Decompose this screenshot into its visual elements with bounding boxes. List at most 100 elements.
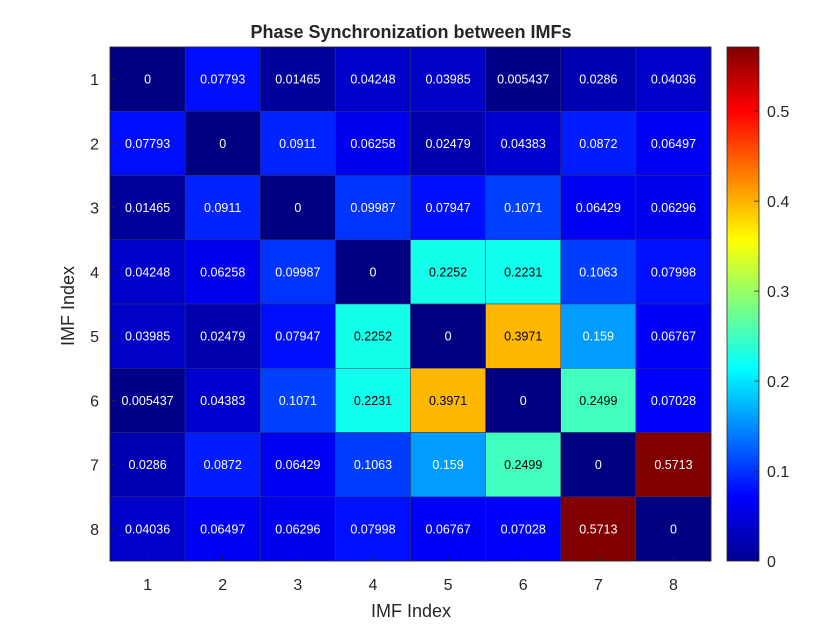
cell-value-label-r3-c4: 0.09987 [350,201,395,215]
colorbar-tick-label-1: 0.1 [767,464,789,481]
cell-value-label-r3-c6: 0.1071 [504,201,542,215]
cell-value-label-r6-c8: 0.07028 [651,394,696,408]
cell-value-label-r4-c6: 0.2231 [504,265,542,279]
cell-value-label-r6-c1: 0.005437 [121,394,173,408]
cell-value-label-r1-c4: 0.04248 [350,73,395,87]
cell-value-label-r6-c5: 0.3971 [429,394,467,408]
x-tick-label-6: 6 [519,577,528,594]
heatmap-cell-r8-c8 [635,496,712,562]
heatmap-cells [109,46,712,562]
heatmap-cell-r3-c2 [184,175,261,240]
heatmap-cell-r8-c6 [485,496,561,562]
heatmap-cell-r5-c5 [410,303,486,369]
heatmap-cell-r5-c4 [335,303,411,369]
colorbar-tick-label-3: 0.3 [767,284,789,301]
cell-value-label-r6-c3: 0.1071 [279,394,317,408]
cell-value-label-r7-c2: 0.0872 [204,458,242,472]
heatmap-cell-labels: 0 0.07793 0.01465 0.04248 0.03985 0.005437 0.0… [121,73,696,537]
cell-value-label-r7-c6: 0.2499 [504,458,542,472]
colorbar-tick-label-5: 0.5 [767,104,789,121]
cell-value-label-r8-c1: 0.04036 [125,522,170,536]
cell-value-label-r8-c6: 0.07028 [501,522,546,536]
heatmap-cell-r6-c2 [184,368,261,433]
cell-value-label-r5-c6: 0.3971 [504,330,542,344]
heatmap-cell-r1-c1 [109,46,186,112]
x-axis-label: IMF Index [371,601,451,621]
cell-value-label-r1-c5: 0.03985 [425,73,470,87]
y-tick-label-3: 3 [90,201,99,218]
heatmap-cell-r1-c4 [335,46,411,112]
heatmap-cell-r8-c5 [410,496,486,562]
colorbar-ticks: 0 0.1 0.2 0.3 0.4 0.5 [754,104,789,571]
y-tick-label-1: 1 [90,72,99,89]
cell-value-label-r5-c3: 0.07947 [275,330,320,344]
cell-value-label-r8-c7: 0.5713 [579,522,617,536]
cell-value-label-r7-c1: 0.0286 [128,458,166,472]
cell-value-label-r3-c1: 0.01465 [125,201,170,215]
y-tick-label-5: 5 [90,329,99,346]
cell-value-label-r1-c3: 0.01465 [275,73,320,87]
cell-value-label-r4-c1: 0.04248 [125,265,170,279]
y-axis-ticks: 1 2 3 4 5 6 7 8 [90,72,115,539]
cell-value-label-r1-c1: 0 [144,73,151,87]
heatmap-cell-r2-c4 [335,111,411,176]
heatmap-cell-r3-c3 [260,175,336,240]
cell-value-label-r7-c3: 0.06429 [275,458,320,472]
heatmap-cell-r7-c8 [635,432,712,497]
heatmap-cell-r2-c2 [184,111,261,176]
cell-value-label-r6-c2: 0.04383 [200,394,245,408]
heatmap-cell-r8-c3 [260,496,336,562]
x-tick-label-3: 3 [293,577,302,594]
heatmap-cell-r4-c3 [260,239,336,305]
y-axis-label: IMF Index [58,266,78,346]
heatmap-cell-r6-c3 [260,368,336,433]
cell-value-label-r5-c7: 0.159 [583,330,614,344]
cell-value-label-r8-c3: 0.06296 [275,522,320,536]
y-tick-label-2: 2 [90,136,99,153]
heatmap-cell-r4-c1 [109,239,186,305]
heatmap-cell-r6-c6 [485,368,561,433]
heatmap-cell-r3-c6 [485,175,561,240]
cell-value-label-r2-c4: 0.06258 [350,137,395,151]
x-tick-label-4: 4 [368,577,377,594]
heatmap-cell-r3-c1 [109,175,186,240]
x-tick-label-1: 1 [143,577,152,594]
cell-value-label-r2-c2: 0 [219,137,226,151]
cell-value-label-r6-c4: 0.2231 [354,394,392,408]
colorbar [726,46,760,562]
heatmap-cell-r7-c3 [260,432,336,497]
cell-value-label-r5-c2: 0.02479 [200,330,245,344]
cell-value-label-r3-c5: 0.07947 [425,201,470,215]
cell-value-label-r4-c8: 0.07998 [651,265,696,279]
cell-value-label-r2-c8: 0.06497 [651,137,696,151]
heatmap-cell-r3-c7 [560,175,637,240]
colorbar-tick-label-4: 0.4 [767,194,789,211]
x-axis-ticks: 1 2 3 4 5 6 7 8 [143,556,678,594]
heatmap-cell-r4-c5 [410,239,486,305]
cell-value-label-r3-c3: 0 [294,201,301,215]
cell-value-label-r8-c4: 0.07998 [350,522,395,536]
heatmap-cell-r7-c5 [410,432,486,497]
cell-value-label-r2-c1: 0.07793 [125,137,170,151]
colorbar-tick-label-2: 0.2 [767,374,789,391]
cell-value-label-r2-c3: 0.0911 [279,137,316,151]
heatmap-cell-r5-c7 [560,303,637,369]
heatmap-cell-r3-c4 [335,175,411,240]
heatmap-cell-r7-c7 [560,432,637,497]
cell-value-label-r1-c6: 0.005437 [497,73,549,87]
chart-title: Phase Synchronization between IMFs [250,22,571,42]
heatmap-cell-r5-c2 [184,303,261,369]
cell-value-label-r5-c8: 0.06767 [651,330,696,344]
cell-value-label-r1-c2: 0.07793 [200,73,245,87]
x-tick-label-7: 7 [594,577,603,594]
cell-value-label-r5-c4: 0.2252 [354,330,392,344]
cell-value-label-r8-c2: 0.06497 [200,522,245,536]
cell-value-label-r6-c6: 0 [520,394,527,408]
x-tick-label-2: 2 [218,577,227,594]
heatmap-cell-r5-c6 [485,303,561,369]
y-tick-label-6: 6 [90,393,99,410]
cell-value-label-r2-c6: 0.04383 [501,137,546,151]
cell-value-label-r1-c8: 0.04036 [651,73,696,87]
heatmap-cell-r7-c1 [109,432,186,497]
heatmap-cell-r1-c8 [635,46,712,112]
